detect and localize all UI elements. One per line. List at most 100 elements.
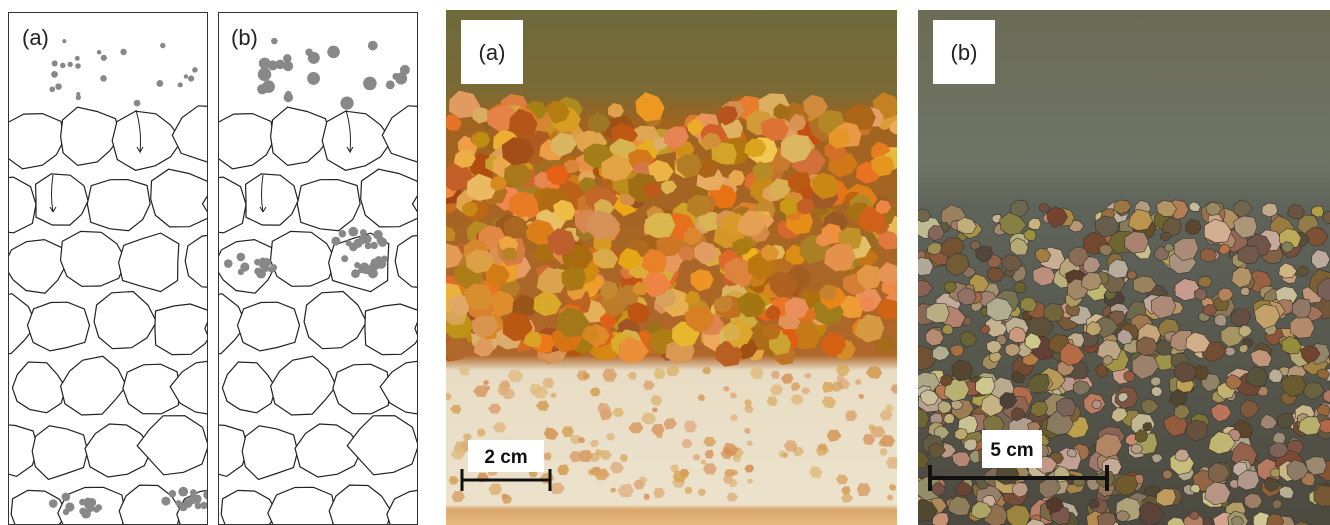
fine-particle [285, 91, 291, 97]
pebble [1143, 423, 1152, 431]
grain [1, 114, 65, 169]
grain [387, 489, 446, 525]
fine-particle [208, 498, 217, 507]
scale-label: 2 cm [484, 447, 527, 468]
grain [28, 302, 90, 351]
fine-particle [161, 497, 170, 506]
fine-particle [359, 262, 369, 272]
panel-label: (b) [951, 40, 978, 65]
grain [268, 487, 335, 525]
grain [12, 362, 66, 413]
grain [304, 292, 366, 349]
grain [382, 106, 454, 166]
fine-particle [193, 495, 202, 504]
fine-particle [51, 71, 58, 78]
grain [271, 356, 337, 415]
grain [238, 302, 300, 351]
grain [0, 234, 9, 287]
fine-particle [100, 75, 107, 82]
fine-particle [156, 80, 163, 87]
panel-label: (a) [22, 25, 49, 50]
fine-particle [348, 227, 358, 237]
fine-particle [371, 258, 379, 266]
grain [0, 177, 36, 233]
grain [32, 426, 87, 480]
grain [0, 361, 9, 411]
fine-particle [62, 39, 66, 43]
fine-particle [178, 487, 188, 497]
fine-particle [184, 74, 188, 78]
fine-particle [49, 86, 55, 92]
fine-particle [307, 72, 320, 85]
fine-particle [368, 41, 378, 51]
fine-particle [179, 503, 188, 512]
fine-particle [349, 243, 358, 252]
fine-particle [224, 259, 233, 268]
fine-particle [95, 504, 102, 511]
grain [137, 416, 208, 475]
fine-particle [259, 257, 266, 264]
fine-particle [256, 269, 266, 279]
fine-particle [305, 49, 312, 56]
fine-particle [271, 38, 278, 45]
pebble [964, 439, 977, 451]
fine-particle [275, 60, 285, 70]
grain [119, 233, 179, 292]
fine-particle [400, 65, 410, 75]
fine-particle [368, 269, 378, 279]
fine-particle [49, 499, 58, 508]
fine-particle [354, 262, 360, 268]
fine-particle [134, 100, 141, 107]
pebble [1044, 303, 1064, 321]
fine-particle [75, 63, 81, 69]
grain [271, 107, 331, 165]
fine-particle [169, 490, 177, 498]
pebble [1191, 484, 1201, 492]
grain [380, 360, 447, 415]
fine-particle [76, 92, 80, 96]
grain [4, 240, 65, 294]
grain [87, 180, 150, 231]
figure: (a) (b) (a) 2 cm (b) 5 cm [0, 0, 1330, 525]
fine-particle [97, 50, 102, 55]
grain [222, 362, 276, 413]
grain [211, 114, 275, 169]
grain [61, 356, 127, 415]
pebble [1198, 276, 1212, 287]
panel-label: (b) [231, 25, 258, 50]
fine-particle [60, 63, 65, 68]
fine-particle [200, 502, 207, 509]
fine-particle [195, 502, 202, 509]
fine-particle [84, 497, 91, 504]
grain [246, 174, 299, 225]
grain [322, 111, 392, 170]
fine-particle [365, 242, 372, 249]
fine-particle [331, 237, 340, 246]
fine-particle [386, 80, 395, 89]
grain [361, 169, 421, 227]
grain [11, 490, 67, 525]
fine-particle [240, 262, 249, 271]
grain [242, 426, 298, 480]
grain [395, 234, 448, 289]
fine-particle [192, 67, 197, 72]
fine-particle [339, 230, 347, 238]
photo-b [908, 10, 1330, 525]
grain [0, 479, 5, 525]
grain [347, 416, 418, 475]
fine-particle [270, 264, 277, 271]
fine-particle [160, 43, 165, 48]
fine-particle [62, 493, 71, 502]
fine-particle [363, 77, 377, 91]
grain [36, 174, 89, 225]
fine-particle [327, 46, 340, 59]
grain [271, 231, 337, 286]
fine-particle [340, 96, 353, 109]
grain [221, 490, 277, 525]
fine-particle [120, 49, 126, 55]
fine-particle [178, 82, 183, 87]
fine-particle [67, 62, 72, 67]
grain [297, 180, 360, 231]
fine-particle [341, 255, 348, 262]
fine-particle [370, 242, 377, 249]
